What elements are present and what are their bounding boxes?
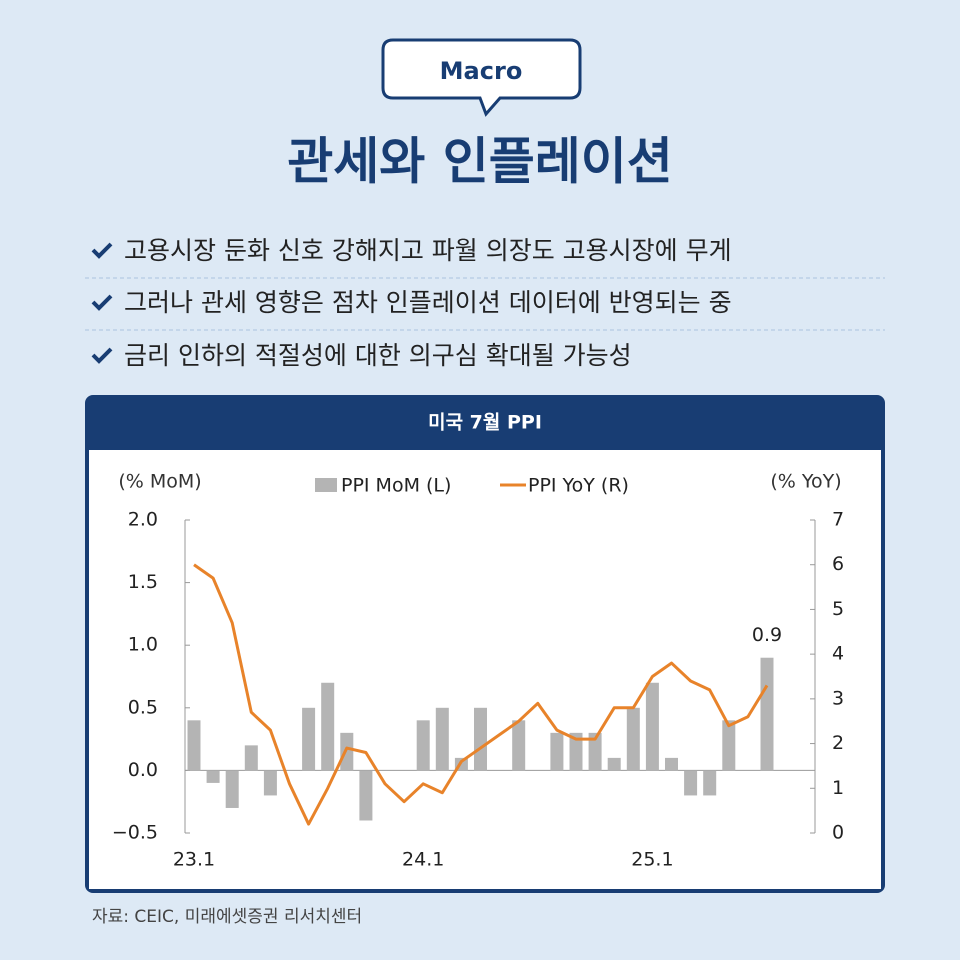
y-tick-label: 1.5	[128, 571, 158, 593]
legend-label: PPI YoY (R)	[528, 475, 629, 497]
y2-tick-label: 4	[832, 643, 844, 665]
legend-label: PPI MoM (L)	[341, 475, 451, 497]
source-note: 자료: CEIC, 미래에셋증권 리서치센터	[92, 907, 362, 927]
chart-title: 미국 7월 PPI	[428, 412, 542, 434]
bar	[340, 732, 354, 771]
x-tick-label: 23.1	[173, 849, 215, 871]
bar	[607, 757, 621, 771]
bar	[684, 770, 698, 796]
line	[193, 563, 769, 826]
y2-tick-label: 5	[832, 598, 844, 620]
bar	[321, 682, 335, 771]
bar	[703, 770, 717, 796]
bar	[550, 732, 564, 771]
bar	[359, 770, 373, 821]
y2-tick-label: 3	[832, 687, 844, 709]
y2-tick-label: 6	[832, 553, 844, 575]
check-icon	[91, 347, 113, 364]
bar	[263, 770, 277, 796]
bar	[588, 732, 602, 771]
y-tick-label: 2.0	[128, 509, 158, 531]
check-icon	[91, 242, 113, 259]
y-tick-label: 0.0	[128, 759, 158, 781]
x-tick-label: 25.1	[631, 849, 673, 871]
bullet-text: 그러나 관세 영향은 점차 인플레이션 데이터에 반영되는 중	[124, 288, 732, 317]
y-tick-label: 0.5	[128, 696, 158, 718]
check-icon	[91, 294, 113, 311]
bar	[225, 770, 239, 808]
bar	[569, 732, 583, 771]
main-title: 관세와 인플레이션	[287, 133, 672, 191]
x-tick-label: 24.1	[402, 849, 444, 871]
bar	[512, 720, 526, 771]
bullet-text: 금리 인하의 적절성에 대한 의구심 확대될 가능성	[124, 341, 632, 370]
y2-tick-label: 2	[832, 732, 844, 754]
y-tick-label: 1.0	[128, 634, 158, 656]
bar	[474, 707, 487, 771]
legend-swatch	[315, 478, 337, 492]
y2-axis-title: (% YoY)	[770, 471, 841, 493]
y2-tick-label: 1	[832, 777, 844, 799]
bar	[416, 720, 430, 771]
y-axis-title: (% MoM)	[118, 471, 201, 493]
y-tick-label: −0.5	[112, 822, 158, 844]
bar	[244, 745, 258, 771]
bar	[206, 770, 220, 783]
bullet-text: 고용시장 둔화 신호 강해지고 파월 의장도 고용시장에 무게	[124, 236, 732, 265]
bullet-list: 고용시장 둔화 신호 강해지고 파월 의장도 고용시장에 무게 그러나 관세 영…	[85, 236, 885, 370]
plot: −0.5 0.0 0.5 1.0 1.5 2.0 0 1 2 3 4 5 6 7 23.1 24.1 25.1 0…	[112, 475, 844, 871]
bar	[760, 657, 774, 771]
bar	[665, 757, 678, 771]
bar	[302, 707, 316, 771]
y2-tick-label: 7	[832, 509, 844, 531]
bar	[626, 707, 640, 771]
data-label: 0.9	[752, 624, 782, 646]
chart-body	[89, 450, 881, 889]
y2-tick-label: 0	[832, 822, 844, 844]
badge-text: Macro	[440, 57, 523, 85]
bar	[645, 682, 659, 771]
badge-bubble	[381, 38, 582, 117]
bar	[435, 707, 449, 771]
bar	[722, 720, 736, 771]
bar	[187, 720, 201, 771]
